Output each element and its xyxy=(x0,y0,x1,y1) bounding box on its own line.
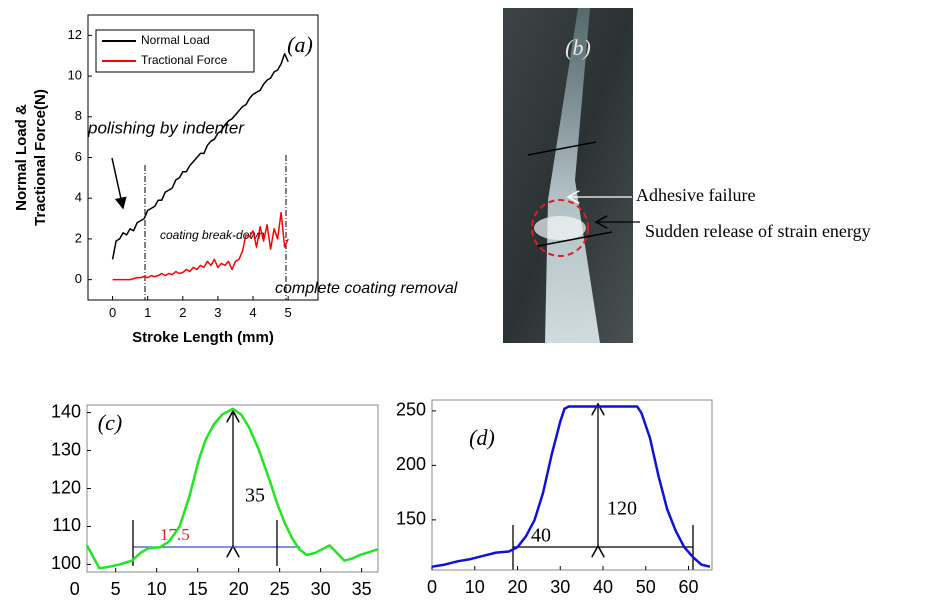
x-tick-label: 15 xyxy=(188,579,208,599)
dimension-label: 35 xyxy=(245,485,265,507)
annotation: polishing by indenter xyxy=(87,118,245,137)
x-tick-label: 30 xyxy=(311,579,331,599)
y-tick-label: 0 xyxy=(75,271,82,286)
y-tick-label: 150 xyxy=(396,509,426,529)
x-tick-label: 20 xyxy=(507,577,527,597)
x-tick-label: 30 xyxy=(550,577,570,597)
x-tick-label: 4 xyxy=(249,305,256,320)
x-tick-label: 3 xyxy=(214,305,221,320)
x-axis-label: Stroke Length (mm) xyxy=(132,329,274,346)
x-tick-label: 40 xyxy=(593,577,613,597)
plot-frame xyxy=(431,399,713,571)
legend-label: Normal Load xyxy=(141,33,210,47)
annotation: coating break-down xyxy=(160,228,265,242)
annotation-arrow xyxy=(111,157,127,210)
panel-label: (b) xyxy=(565,35,591,60)
y-tick-label: 4 xyxy=(75,190,82,205)
photo-highlight xyxy=(534,216,586,240)
y-axis-label: Normal Load & xyxy=(13,104,30,211)
data-line xyxy=(111,52,289,260)
x-tick-label: 2 xyxy=(179,305,186,320)
x-tick-label: 10 xyxy=(147,579,167,599)
panel-label: (a) xyxy=(287,32,313,57)
x-tick-label: 0 xyxy=(427,577,437,597)
failure-circle xyxy=(531,199,589,257)
data-line xyxy=(112,211,289,281)
panel-label: (d) xyxy=(469,425,495,450)
x-tick-label: 5 xyxy=(285,305,292,320)
x-tick-label: 1 xyxy=(144,305,151,320)
data-line xyxy=(431,405,711,568)
legend-box xyxy=(95,29,255,73)
x-tick-label: 0 xyxy=(109,305,116,320)
x-tick-label: 5 xyxy=(111,579,121,599)
y-tick-label: 2 xyxy=(75,230,82,245)
photo-streak xyxy=(545,8,600,343)
annotation: complete coating removal xyxy=(275,280,458,297)
y-tick-label: 110 xyxy=(52,515,81,535)
y-tick-label: 10 xyxy=(68,68,82,83)
y-tick-label: 6 xyxy=(75,149,82,164)
data-line xyxy=(85,407,379,570)
y-tick-label: 8 xyxy=(75,108,82,123)
y-tick-label: 250 xyxy=(396,400,426,420)
x-tick-label: 25 xyxy=(270,579,290,599)
x-tick-label: 10 xyxy=(465,577,485,597)
x-tick-label: 35 xyxy=(352,579,372,599)
dimension-label: 120 xyxy=(607,498,637,520)
y-tick-label: 130 xyxy=(51,439,81,459)
y-tick-label: 120 xyxy=(51,477,81,497)
y-tick-label: 200 xyxy=(396,454,426,474)
annotation: Sudden release of strain energy xyxy=(645,221,871,241)
panel-label: (c) xyxy=(98,410,122,435)
x-tick-label: 60 xyxy=(678,577,698,597)
x-tick-label: 0 xyxy=(70,579,80,599)
x-tick-label: 50 xyxy=(636,577,656,597)
mark-line xyxy=(537,231,613,247)
legend-label: Tractional Force xyxy=(141,53,228,67)
mark-line xyxy=(527,141,597,156)
y-axis-label: Tractional Force(N) xyxy=(32,89,49,226)
y-tick-label: 100 xyxy=(51,553,81,573)
annotation: Adhesive failure xyxy=(636,185,755,205)
x-tick-label: 20 xyxy=(229,579,249,599)
y-tick-label: 140 xyxy=(51,401,81,421)
y-tick-label: 12 xyxy=(68,27,82,42)
dimension-label: 40 xyxy=(531,525,551,547)
